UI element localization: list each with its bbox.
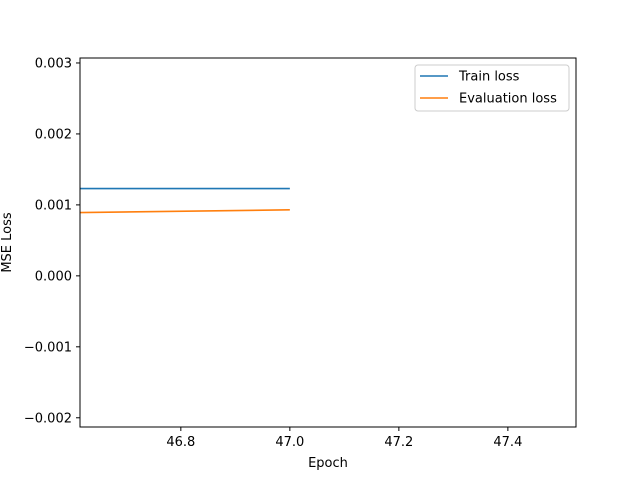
x-axis-label: Epoch: [308, 456, 348, 471]
legend-entry-label: Train loss: [458, 70, 520, 85]
legend: Train loss Evaluation loss: [414, 64, 570, 112]
legend-entry-label: Evaluation loss: [459, 92, 557, 107]
y-axis-label: MSE Loss: [0, 212, 15, 273]
y-axis-ticks: −0.002 −0.001 0.000 0.001 0.002 0.003: [24, 56, 80, 426]
y-tick-label: 0.000: [35, 269, 72, 284]
y-tick-label: 0.003: [35, 56, 72, 71]
x-tick-label: 47.4: [493, 435, 522, 450]
x-axis-ticks: 46.8 47.0 47.2 47.4: [166, 427, 522, 450]
y-tick-label: 0.001: [35, 198, 72, 213]
x-tick-label: 47.2: [384, 435, 413, 450]
series-layer: [80, 187, 290, 214]
plot-frame: [79, 57, 577, 428]
series-line-evaluation-loss: [80, 209, 290, 214]
y-tick-label: −0.001: [24, 340, 72, 355]
y-tick-label: 0.002: [35, 127, 72, 142]
plot-background: [80, 58, 576, 427]
x-tick-label: 47.0: [275, 435, 304, 450]
x-tick-label: 46.8: [166, 435, 195, 450]
legend-box: [414, 64, 570, 112]
y-tick-label: −0.002: [24, 411, 72, 426]
